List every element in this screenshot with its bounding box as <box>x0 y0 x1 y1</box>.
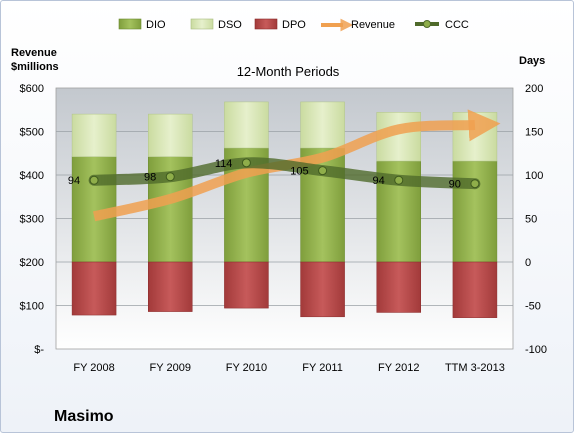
left-tick-label: $200 <box>20 257 44 269</box>
legend-marker-ccc <box>423 20 431 28</box>
ccc-point <box>165 172 175 182</box>
legend-swatch-dso <box>190 18 214 30</box>
ccc-point <box>318 166 328 176</box>
legend-swatch-dpo <box>254 18 278 30</box>
right-tick-label: 0 <box>525 257 531 269</box>
legend-swatch-dio <box>118 18 142 30</box>
ccc-point <box>89 175 99 185</box>
right-tick-label: 50 <box>525 214 537 226</box>
dpo-bar <box>224 261 269 309</box>
legend-label-dio: DIO <box>146 19 166 31</box>
right-tick-label: -50 <box>525 301 541 313</box>
legend-label-dpo: DPO <box>282 19 306 31</box>
category-label: TTM 3-2013 <box>445 362 505 374</box>
legend-label-dso: DSO <box>218 19 242 31</box>
right-tick-label: -100 <box>525 344 547 356</box>
dso-bar <box>148 113 193 157</box>
left-tick-label: $600 <box>20 83 44 95</box>
ccc-point <box>394 175 404 185</box>
dso-bar <box>452 112 498 162</box>
dpo-bar <box>71 261 117 316</box>
category-label: FY 2009 <box>150 362 191 374</box>
ccc-data-label: 105 <box>290 166 308 178</box>
ccc-line <box>88 157 481 190</box>
ccc-data-label: 94 <box>373 175 385 187</box>
category-label: FY 2008 <box>73 362 114 374</box>
ccc-point <box>470 179 480 189</box>
ccc-data-label: 98 <box>144 172 156 184</box>
left-tick-label: $500 <box>20 127 44 139</box>
dio-bar <box>452 160 498 263</box>
category-label: FY 2010 <box>226 362 267 374</box>
company-name: Masimo <box>54 408 114 425</box>
dpo-bar <box>376 261 421 313</box>
left-tick-label: $100 <box>20 301 44 313</box>
dpo-bar <box>452 261 498 318</box>
left-tick-label: $- <box>34 344 44 356</box>
right-tick-label: 100 <box>525 170 543 182</box>
ccc-data-label: 94 <box>68 175 80 187</box>
axis-ticks: $- $100 $200 $300 $400 $500 $600 -100 -50 0 50 100 1… <box>20 83 548 374</box>
category-label: FY 2011 <box>302 362 343 374</box>
legend-label-revenue: Revenue <box>351 19 395 31</box>
dpo-bar <box>300 261 345 318</box>
left-axis-title-line2: $millions <box>11 61 59 73</box>
dso-bar <box>71 113 117 157</box>
left-tick-label: $300 <box>20 214 44 226</box>
dso-bar <box>224 101 269 149</box>
right-axis-title: Days <box>519 55 545 67</box>
line-series: 94 98 114 105 94 90 <box>68 109 501 222</box>
left-tick-label: $400 <box>20 170 44 182</box>
legend: DIO DSO DPO Revenue CCC <box>118 18 469 32</box>
right-tick-label: 200 <box>525 83 543 95</box>
legend-label-ccc: CCC <box>445 19 469 31</box>
dpo-bar <box>148 261 193 312</box>
gridlines <box>56 131 513 306</box>
dso-bar <box>300 101 345 149</box>
ccc-data-label: 90 <box>449 179 461 191</box>
ccc-data-label: 114 <box>215 158 233 170</box>
ccc-point <box>241 158 251 168</box>
right-tick-label: 150 <box>525 127 543 139</box>
left-axis-title-line1: Revenue <box>11 47 57 59</box>
chart-title: 12-Month Periods <box>237 64 340 79</box>
category-label: FY 2012 <box>378 362 419 374</box>
